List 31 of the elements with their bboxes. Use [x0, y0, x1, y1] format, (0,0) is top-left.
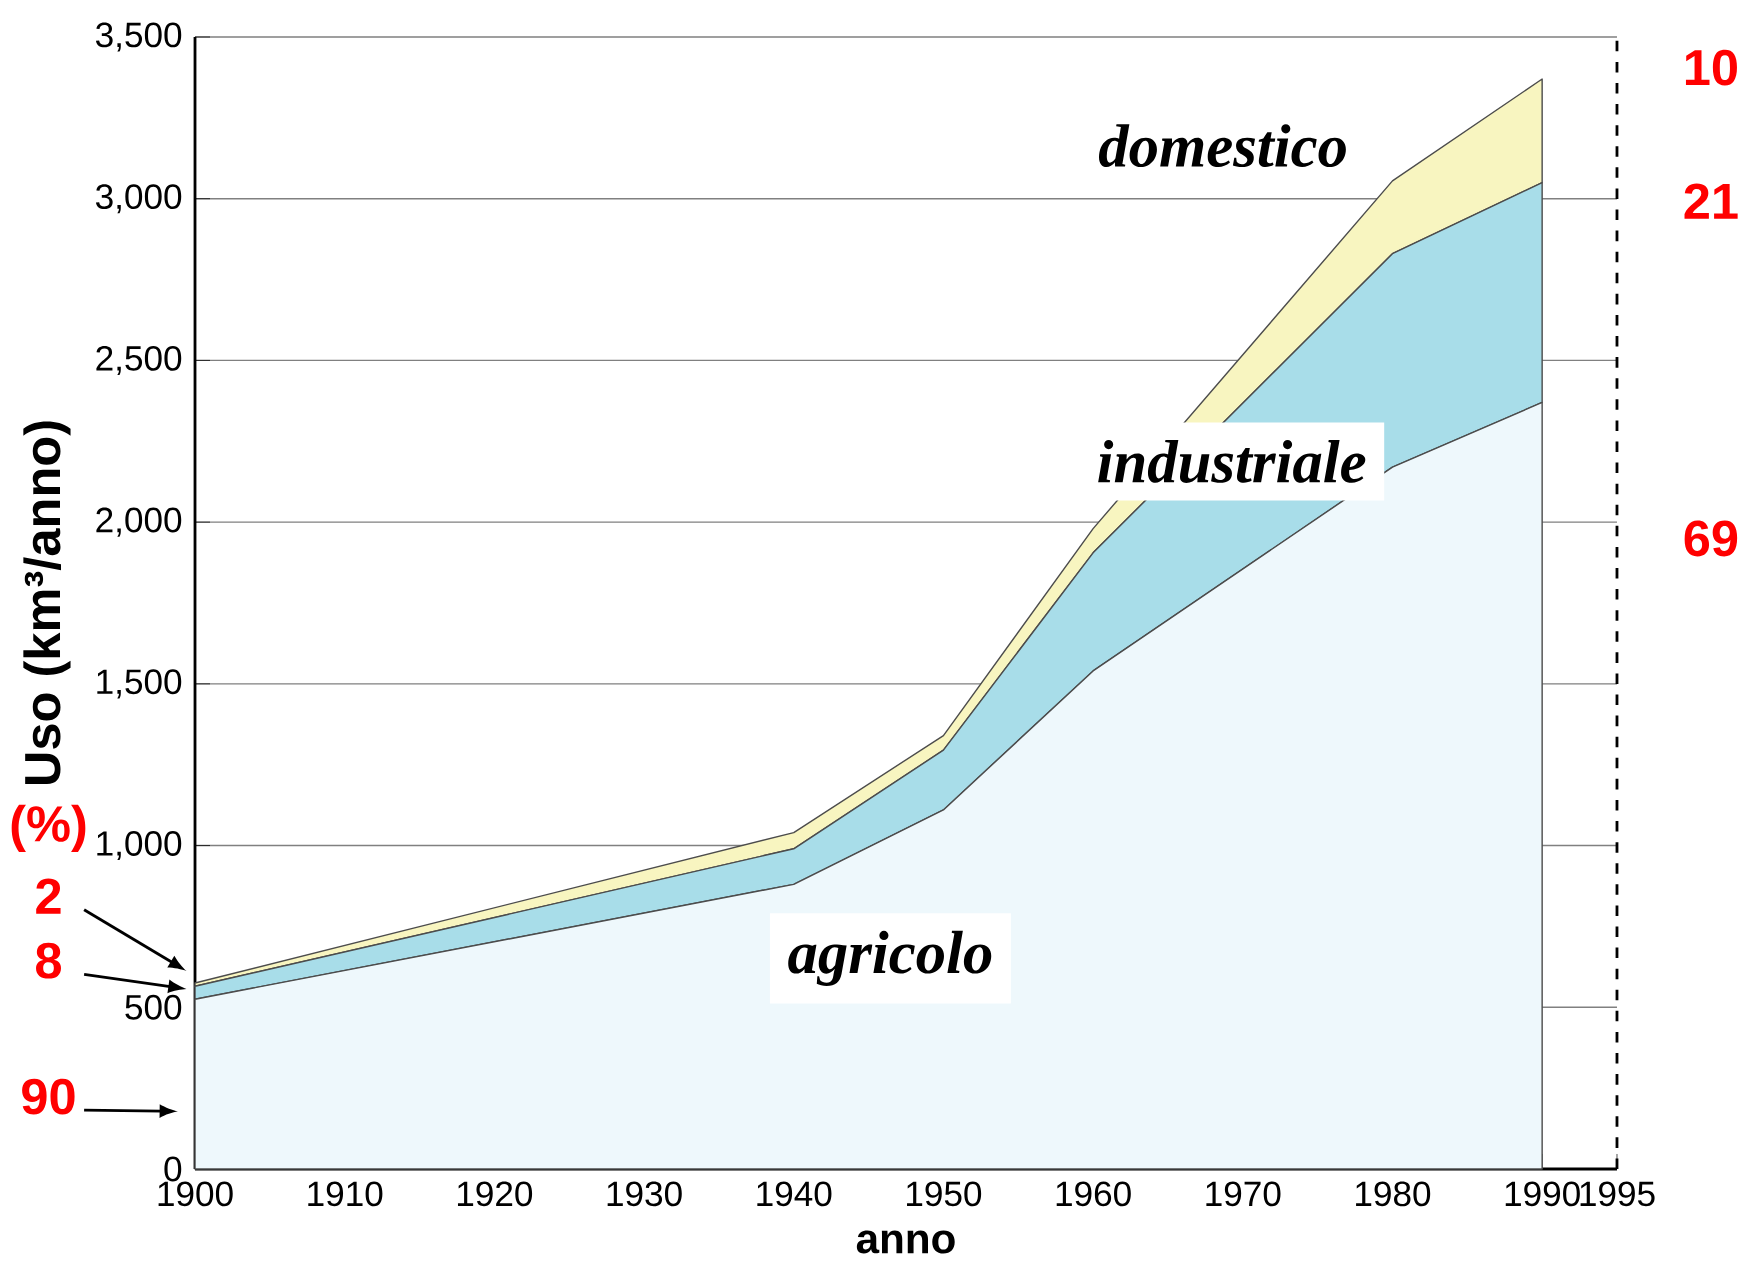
x-tick-label: 1900 — [158, 1181, 233, 1207]
text: 90 — [22, 1078, 75, 1115]
y-tick-label: 1,000 — [97, 831, 182, 861]
x-tick-label: 1940 — [757, 1181, 832, 1207]
x-tick-label: 1910 — [308, 1181, 383, 1207]
x-tick-label: 1995 — [1580, 1181, 1655, 1207]
x-tick-label: 1930 — [607, 1181, 682, 1207]
annotation: domestico — [1099, 124, 1346, 168]
annotation: agricolo — [788, 930, 992, 986]
y-tick-label: 3,500 — [95, 22, 182, 52]
x-tick-label: 1960 — [1056, 1181, 1131, 1207]
x-tick-label: 1980 — [1356, 1181, 1431, 1207]
x-axis-title: anno — [856, 1230, 955, 1254]
y-axis-title: Uso (km³/anno) — [23, 421, 71, 785]
y-tick-label: 1,500 — [97, 669, 182, 699]
annotation: industriale — [1098, 440, 1366, 483]
x-tick-label: 1990 — [1505, 1181, 1580, 1207]
y-tick-label: 3,000 — [95, 184, 182, 214]
text: (%) — [11, 804, 86, 852]
text: 8 — [36, 942, 61, 979]
y-tick-label: 0 — [164, 1156, 182, 1182]
y-tick-label: 500 — [125, 994, 182, 1020]
text: 2 — [36, 878, 61, 914]
x-tick-label: 1920 — [457, 1181, 533, 1207]
text: 69 — [1684, 520, 1738, 557]
y-tick-label: 2,500 — [96, 345, 182, 375]
y-tick-label: 2,000 — [96, 507, 182, 537]
text: 21 — [1684, 183, 1738, 219]
x-tick-label: 1950 — [907, 1181, 982, 1207]
text: 10 — [1685, 49, 1737, 86]
x-tick-label: 1970 — [1206, 1181, 1281, 1207]
